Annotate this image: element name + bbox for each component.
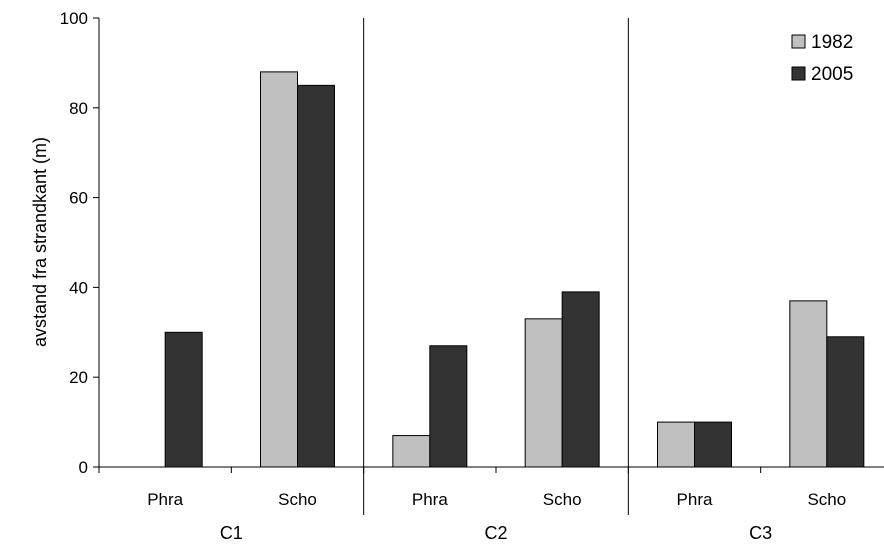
bar-1982 [657, 421, 695, 468]
bar-2005 [164, 331, 203, 468]
group-label: C2 [484, 523, 507, 543]
legend-swatch-2005 [791, 66, 806, 81]
y-tick-label: 20 [69, 368, 88, 387]
y-tick-label: 40 [69, 278, 88, 297]
legend-label: 1982 [811, 32, 853, 53]
bar-2005 [561, 291, 600, 468]
category-label: Phra [147, 490, 183, 509]
category-label: Phra [677, 490, 713, 509]
y-tick-label: 0 [79, 458, 88, 477]
bar-1982 [392, 435, 431, 468]
bar-1982 [260, 71, 298, 468]
bar-2005 [826, 336, 865, 468]
y-tick-label: 100 [60, 9, 88, 28]
y-tick-label: 80 [69, 99, 88, 118]
bar-1982 [524, 318, 563, 468]
legend-swatch-1982 [791, 34, 806, 49]
bar-2005 [694, 421, 732, 468]
legend-label: 2005 [811, 64, 853, 85]
bar-1982 [789, 300, 828, 468]
bar-2005 [429, 345, 468, 468]
category-label: Scho [278, 490, 317, 509]
y-axis-title: avstand fra strandkant (m) [30, 137, 50, 347]
group-label: C1 [220, 523, 243, 543]
category-label: Phra [412, 490, 448, 509]
bar-2005 [297, 84, 335, 468]
group-label: C3 [749, 523, 772, 543]
y-tick-label: 60 [69, 189, 88, 208]
category-label: Scho [543, 490, 582, 509]
category-label: Scho [807, 490, 846, 509]
